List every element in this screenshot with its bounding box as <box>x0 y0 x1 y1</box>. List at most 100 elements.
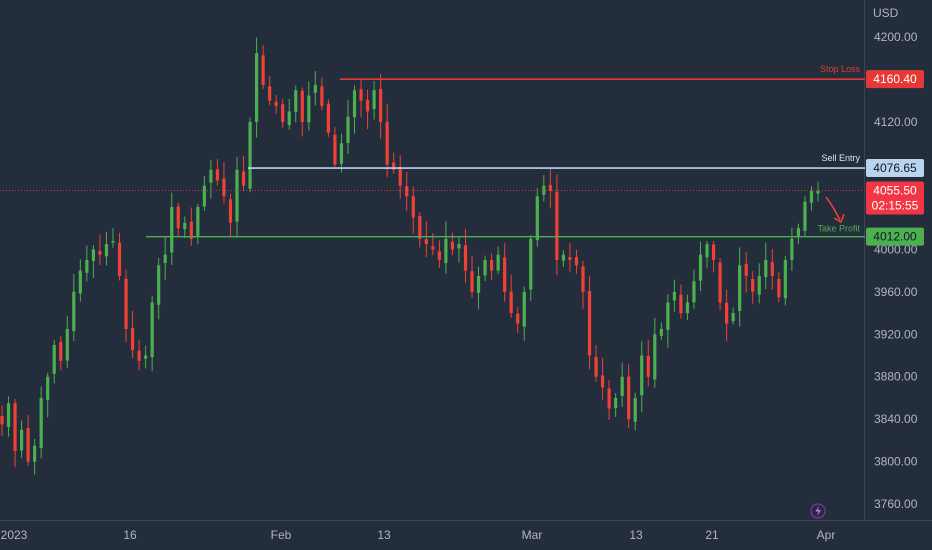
candle-up <box>294 90 298 113</box>
candle-up <box>653 334 657 380</box>
candle-down <box>777 279 781 298</box>
candle-down <box>450 241 455 250</box>
candle-down <box>516 313 520 324</box>
candle-up <box>19 429 24 451</box>
x-label-13b: 13 <box>629 528 643 542</box>
svg-text:4012.00: 4012.00 <box>873 230 917 244</box>
candle-up <box>496 254 500 271</box>
candle-up <box>705 244 709 258</box>
candle-down <box>300 90 304 123</box>
candle-up <box>522 291 526 327</box>
candle-up <box>476 275 481 293</box>
candle-down <box>137 350 141 361</box>
candle-up <box>809 191 814 203</box>
candle-down <box>568 257 572 260</box>
candle-down <box>548 184 552 192</box>
candle-up <box>85 260 89 273</box>
candle-up <box>640 355 644 396</box>
candle-down <box>398 166 402 186</box>
candle-down <box>411 196 415 218</box>
candle-up <box>346 116 350 144</box>
candle-down <box>725 302 729 324</box>
candle-up <box>796 228 801 236</box>
candle-up <box>104 244 109 257</box>
candle-up <box>254 53 259 122</box>
candle-up <box>685 302 690 314</box>
candle-down <box>405 186 409 197</box>
candle-up <box>33 445 37 462</box>
candle-down <box>13 403 17 452</box>
candle-up <box>313 84 317 93</box>
stop-loss-label: Stop Loss <box>820 64 861 74</box>
candle-down <box>770 262 774 276</box>
svg-text:4055.50: 4055.50 <box>873 183 917 197</box>
x-label-feb: Feb <box>271 528 292 542</box>
candle-down <box>711 244 716 260</box>
candle-up <box>672 291 676 301</box>
svg-text:4076.65: 4076.65 <box>873 161 917 175</box>
candle-up <box>78 270 82 294</box>
current-price-badge: 4055.50 02:15:55 <box>866 181 924 215</box>
candle-down <box>392 162 396 170</box>
candle-down <box>587 291 592 356</box>
candle-up <box>764 260 768 278</box>
candle-up <box>163 254 167 264</box>
candle-up <box>6 403 11 427</box>
candle-down <box>581 266 585 292</box>
candle-up <box>248 122 252 189</box>
candle-down <box>503 257 507 292</box>
candle-down <box>189 221 193 239</box>
candle-up <box>352 90 357 118</box>
candle-down <box>320 86 324 107</box>
candle-down <box>117 242 122 276</box>
candle-down <box>574 257 579 266</box>
candles-layer <box>0 37 820 475</box>
candle-up <box>72 291 76 332</box>
candle-down <box>470 271 474 292</box>
candle-down <box>274 101 278 107</box>
candle-up <box>738 265 742 311</box>
candle-up <box>816 191 820 194</box>
candle-down <box>241 171 246 186</box>
y-tick-label: 3800.00 <box>874 455 918 469</box>
time-axis[interactable]: 2023 16 Feb 13 Mar 13 21 Apr <box>1 528 836 542</box>
candle-down <box>228 199 233 223</box>
take-profit-label: Take Profit <box>817 224 860 234</box>
x-label-apr: Apr <box>817 528 836 542</box>
candle-down <box>744 263 748 276</box>
candle-up <box>457 244 461 249</box>
candle-down <box>431 246 435 250</box>
candle-down <box>424 238 428 245</box>
candle-up <box>150 302 154 358</box>
y-tick-label: 4200.00 <box>874 30 918 44</box>
candle-up <box>196 206 200 236</box>
lightning-icon[interactable] <box>810 503 826 519</box>
candle-down <box>607 388 611 409</box>
candle-up <box>202 185 206 207</box>
candle-down <box>98 251 102 255</box>
x-label-21: 21 <box>705 528 719 542</box>
candle-down <box>679 294 683 314</box>
candle-up <box>614 397 618 409</box>
sell-entry-badge: 4076.65 <box>866 159 924 178</box>
candle-down <box>751 278 755 292</box>
currency-label: USD <box>873 6 899 20</box>
candle-down <box>437 251 441 260</box>
candle-down <box>59 341 63 361</box>
candle-up <box>144 355 148 359</box>
candle-up <box>698 254 703 281</box>
candle-down <box>326 103 330 133</box>
candle-up <box>209 169 213 183</box>
candle-down <box>215 169 220 181</box>
candle-down <box>646 355 650 377</box>
candle-down <box>268 86 272 101</box>
candle-up <box>91 249 95 261</box>
candle-down <box>418 216 422 239</box>
candle-down <box>490 260 494 271</box>
candle-down <box>600 375 605 388</box>
candle-up <box>52 344 56 374</box>
candle-down <box>385 121 389 165</box>
y-tick-label: 3840.00 <box>874 412 918 426</box>
